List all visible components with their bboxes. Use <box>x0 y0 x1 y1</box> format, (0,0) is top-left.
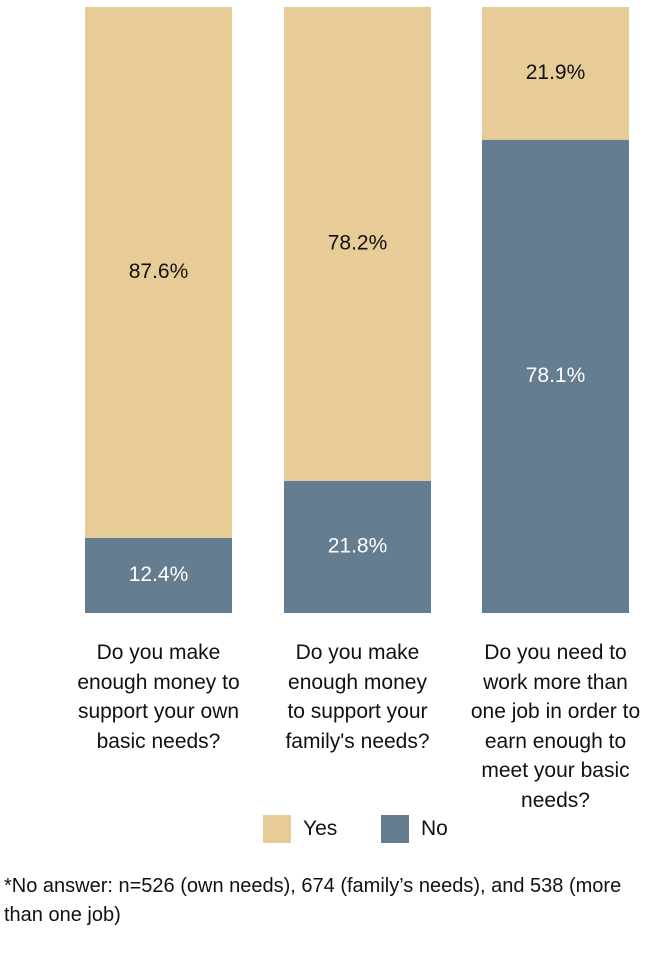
bar-segment-yes-3 <box>482 7 629 140</box>
category-label-line: enough money to <box>77 670 240 694</box>
category-label-line: needs? <box>521 788 590 812</box>
category-label-line: support your own <box>77 700 240 723</box>
category-label-line: enough money <box>288 670 427 694</box>
data-labels-layer: 12.4% 87.6% 21.8% 78.2% 78.1% 21.9% <box>129 61 586 586</box>
category-label-line: one job in order to <box>470 700 641 723</box>
category-label-line: earn enough to <box>484 729 627 753</box>
bars-layer <box>85 7 629 614</box>
category-label-line: work more than <box>483 670 628 694</box>
bar-segment-no-3 <box>482 139 629 614</box>
legend-label-no: No <box>421 817 448 840</box>
category-label-line: Do you need to <box>484 641 627 664</box>
legend-label-yes: Yes <box>303 817 338 840</box>
legend: Yes No <box>0 815 665 849</box>
category-label-line: Do you make <box>96 641 221 664</box>
data-label-yes-2: 78.2% <box>328 231 388 254</box>
category-label-1: Do you make enough money to support your o… <box>71 638 247 756</box>
category-label-line: to support your <box>287 700 428 723</box>
data-label-no-3: 78.1% <box>526 364 586 387</box>
category-label-3: Do you need to work more than one job in o… <box>468 638 644 815</box>
category-label-line: basic needs? <box>96 729 221 753</box>
data-label-yes-1: 87.6% <box>129 260 189 283</box>
legend-swatch-yes <box>263 815 291 843</box>
data-label-no-2: 21.8% <box>328 534 388 557</box>
legend-item-yes: Yes <box>263 815 337 843</box>
footnote: *No answer: n=526 (own needs), 674 (fami… <box>4 875 622 926</box>
data-label-yes-3: 21.9% <box>526 61 586 84</box>
legend-item-no: No <box>381 815 448 843</box>
data-label-no-1: 12.4% <box>129 563 189 586</box>
legend-swatch-no <box>381 815 409 843</box>
bar-segment-no-2 <box>284 480 431 613</box>
category-label-line: meet your basic <box>481 759 630 782</box>
bar-segment-yes-2 <box>284 7 431 481</box>
category-label-2: Do you make enough money to support your fa… <box>270 638 446 756</box>
bar-segment-no-1 <box>85 537 232 613</box>
bar-segment-yes-1 <box>85 7 232 538</box>
stacked-bar-chart: 12.4% 87.6% 21.8% 78.2% 78.1% 21.9% <box>85 7 629 614</box>
category-label-line: Do you make <box>295 641 420 664</box>
category-label-line: family's needs? <box>285 729 430 753</box>
